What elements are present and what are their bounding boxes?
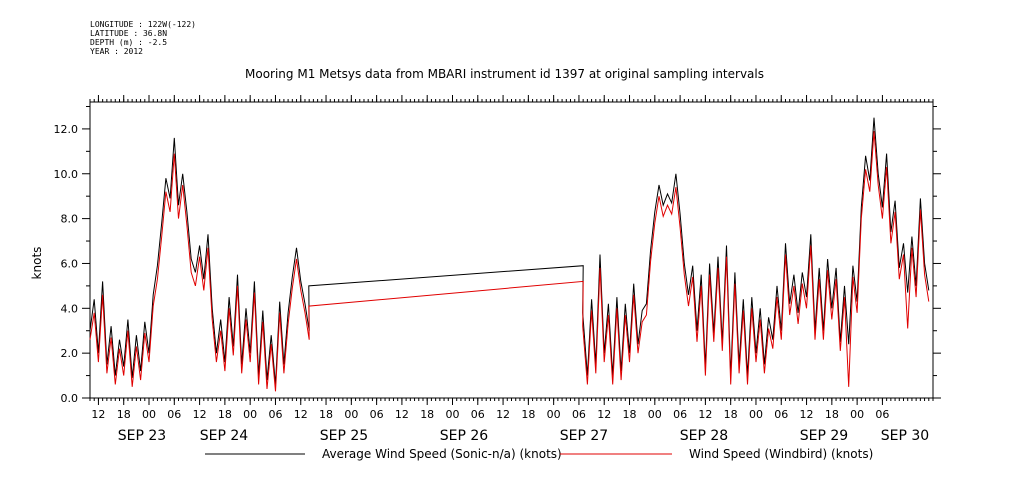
x-hour-tick-label: 12 — [193, 408, 207, 421]
depth-label: DEPTH (m) : -2.5 — [90, 38, 168, 47]
x-hour-tick-label: 06 — [471, 408, 485, 421]
x-hour-tick-label: 00 — [243, 408, 257, 421]
series-line-1 — [89, 117, 930, 385]
latitude-label: LATITUDE : 36.8N — [90, 29, 168, 38]
chart-title: Mooring M1 Metsys data from MBARI instru… — [245, 67, 764, 81]
plot-frame — [89, 101, 934, 399]
x-hour-tick-label: 18 — [521, 408, 535, 421]
x-hour-tick-label: 00 — [749, 408, 763, 421]
series-line-2 — [89, 131, 930, 392]
x-hour-tick-label: 18 — [420, 408, 434, 421]
x-day-label: SEP 29 — [800, 428, 848, 444]
metadata-block: LONGITUDE : 122W(-122) LATITUDE : 36.8N … — [90, 20, 196, 56]
x-hour-tick-label: 12 — [294, 408, 308, 421]
y-tick-label: 4.0 — [61, 302, 79, 315]
x-hour-tick-label: 12 — [597, 408, 611, 421]
x-hour-tick-label: 06 — [268, 408, 282, 421]
x-day-label: SEP 24 — [200, 428, 249, 444]
longitude-label: LONGITUDE : 122W(-122) — [90, 20, 196, 29]
x-day-label: SEP 28 — [680, 428, 728, 444]
x-hour-tick-label: 06 — [774, 408, 788, 421]
x-hour-tick-label: 00 — [142, 408, 156, 421]
x-hour-tick-label: 00 — [344, 408, 358, 421]
x-hour-tick-label: 00 — [850, 408, 864, 421]
x-day-label: SEP 30 — [881, 428, 929, 444]
x-day-label: SEP 25 — [320, 428, 368, 444]
x-hour-tick-label: 00 — [648, 408, 662, 421]
x-hour-tick-label: 06 — [370, 408, 384, 421]
x-day-label: SEP 27 — [560, 428, 608, 444]
x-hour-tick-label: 18 — [319, 408, 333, 421]
x-hour-tick-label: 18 — [218, 408, 232, 421]
x-hour-tick-label: 06 — [572, 408, 586, 421]
legend-label-2: Wind Speed (Windbird) (knots) — [689, 447, 873, 461]
y-axis-label: knots — [30, 247, 44, 280]
x-hour-tick-label: 18 — [724, 408, 738, 421]
x-hour-tick-label: 12 — [698, 408, 712, 421]
x-hour-tick-label: 12 — [496, 408, 510, 421]
y-tick-label: 0.0 — [61, 392, 79, 405]
y-tick-label: 8.0 — [61, 213, 79, 226]
x-day-label: SEP 26 — [440, 428, 489, 444]
x-hour-tick-label: 06 — [167, 408, 181, 421]
y-tick-label: 6.0 — [61, 257, 79, 270]
y-tick-label: 12.0 — [54, 123, 79, 136]
x-hour-tick-label: 18 — [623, 408, 637, 421]
x-hour-tick-label: 06 — [673, 408, 687, 421]
year-label: YEAR : 2012 — [90, 47, 143, 56]
x-hour-tick-label: 12 — [91, 408, 105, 421]
x-hour-tick-label: 12 — [800, 408, 814, 421]
legend-label-1: Average Wind Speed (Sonic-n/a) (knots) — [322, 447, 562, 461]
x-day-label: SEP 23 — [118, 428, 166, 444]
x-hour-tick-label: 18 — [117, 408, 131, 421]
x-hour-tick-label: 00 — [547, 408, 561, 421]
y-tick-label: 10.0 — [54, 168, 79, 181]
x-hour-tick-label: 12 — [395, 408, 409, 421]
x-hour-tick-label: 06 — [875, 408, 889, 421]
y-tick-label: 2.0 — [61, 347, 79, 360]
x-hour-tick-label: 00 — [445, 408, 459, 421]
x-hour-tick-label: 18 — [825, 408, 839, 421]
